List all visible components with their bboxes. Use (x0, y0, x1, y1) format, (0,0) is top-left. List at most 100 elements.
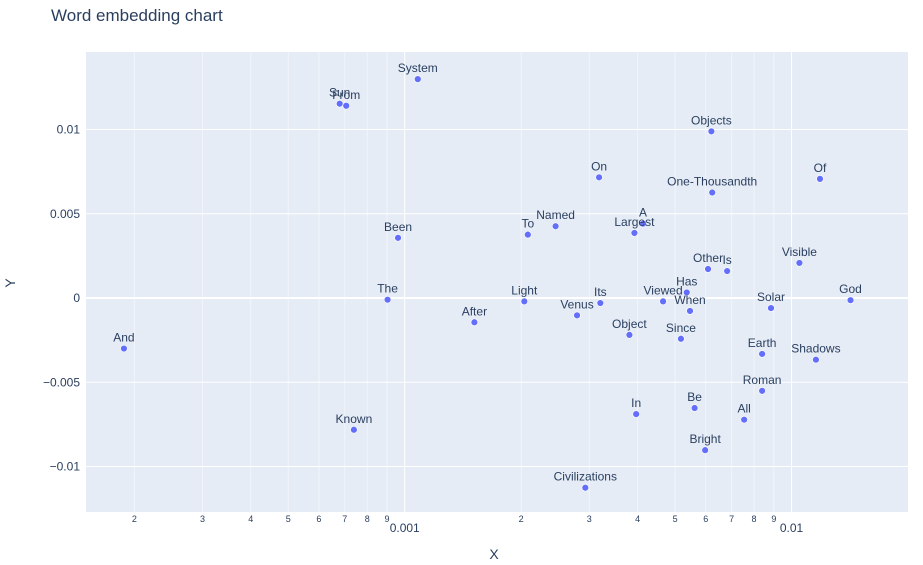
x-minor-tick-label: 5 (286, 514, 291, 524)
x-minor-tick-label: 8 (365, 514, 370, 524)
point-label: After (462, 304, 487, 318)
data-point[interactable] (758, 350, 766, 358)
data-point[interactable] (677, 335, 685, 343)
data-point[interactable] (573, 311, 581, 320)
x-minor-tick-label: 8 (752, 514, 757, 524)
data-point[interactable] (758, 387, 766, 395)
x-minor-tick-label: 9 (385, 514, 390, 524)
point-label: Civilizations (554, 470, 617, 484)
point-label: Sun (329, 86, 350, 100)
point-label: To (521, 217, 534, 231)
point-label: Object (612, 317, 647, 331)
y-axis-title: Y (2, 278, 18, 288)
y-tick-label: 0 (73, 291, 80, 305)
data-point[interactable] (812, 355, 820, 364)
point-label: The (377, 282, 398, 296)
major-gridlines (86, 52, 908, 512)
x-minor-tick-label: 3 (587, 514, 592, 524)
y-tick-label: 0.01 (57, 123, 81, 137)
x-axis-ticks: 2 3 4 5 6 7 8 9 2 3 4 5 6 7 8 90.001 0.01 (132, 514, 804, 535)
point-label: Largest (614, 215, 655, 229)
chart-title: Word embedding chart (51, 6, 223, 25)
data-point[interactable] (632, 410, 640, 418)
point-label: Be (687, 390, 702, 404)
point-label: Light (511, 283, 538, 297)
point-label: Solar (757, 290, 785, 304)
x-minor-tick-label: 9 (771, 514, 776, 524)
point-label: Is (722, 253, 731, 267)
y-axis-ticks: 0.01 0.005 0 −0.005 −0.01 (43, 123, 80, 474)
data-point[interactable] (335, 100, 344, 108)
x-minor-tick-label: 7 (342, 514, 347, 524)
x-minor-tick-label: 2 (519, 514, 524, 524)
y-tick-label: −0.01 (50, 460, 81, 474)
minor-gridlines (133, 52, 775, 512)
data-point[interactable] (701, 446, 709, 454)
point-label: And (113, 331, 134, 345)
x-minor-tick-label: 2 (132, 514, 137, 524)
data-points (120, 75, 855, 492)
data-point[interactable] (581, 484, 590, 492)
data-point[interactable] (708, 188, 716, 197)
data-point[interactable] (639, 219, 647, 228)
x-minor-tick-label: 4 (635, 514, 640, 524)
data-point[interactable] (686, 307, 694, 315)
data-point[interactable] (795, 259, 804, 267)
data-point[interactable] (350, 426, 358, 434)
y-tick-label: 0.005 (50, 207, 80, 221)
data-point[interactable] (520, 297, 529, 306)
data-point[interactable] (551, 222, 560, 230)
data-point[interactable] (625, 331, 634, 339)
data-point[interactable] (690, 404, 699, 412)
data-point[interactable] (470, 318, 479, 326)
data-point[interactable] (740, 415, 748, 424)
point-label: Other (693, 251, 723, 265)
point-label: In (631, 396, 641, 410)
x-minor-tick-label: 3 (200, 514, 205, 524)
x-minor-tick-label: 5 (673, 514, 678, 524)
data-point[interactable] (846, 296, 855, 304)
data-point[interactable] (596, 299, 605, 307)
point-label: God (839, 282, 862, 296)
x-major-tick-label: 0.001 (390, 521, 420, 535)
data-point[interactable] (383, 295, 392, 304)
point-label: Roman (743, 373, 782, 387)
x-minor-tick-label: 4 (248, 514, 253, 524)
data-point[interactable] (659, 297, 667, 306)
point-label: Visible (782, 245, 817, 259)
plot-area (86, 52, 908, 512)
data-point[interactable] (524, 230, 532, 239)
x-major-tick-label: 0.01 (780, 521, 804, 535)
data-point[interactable] (683, 288, 691, 297)
data-point[interactable] (723, 267, 731, 275)
x-minor-tick-label: 6 (703, 514, 708, 524)
point-label: Bright (689, 432, 721, 446)
data-point[interactable] (630, 229, 639, 237)
point-label: On (591, 159, 607, 173)
data-point[interactable] (704, 265, 712, 273)
point-label: Objects (691, 113, 732, 127)
point-label: When (674, 293, 705, 307)
point-label: One-Thousandth (667, 175, 757, 189)
y-tick-label: −0.005 (43, 375, 80, 389)
point-label: Known (336, 412, 373, 426)
point-label: Earth (748, 336, 777, 350)
data-point[interactable] (414, 75, 422, 83)
point-label: Has (676, 274, 697, 288)
point-label: Its (594, 285, 607, 299)
data-point[interactable] (342, 102, 350, 110)
point-label: Shadows (791, 342, 840, 356)
data-point[interactable] (120, 344, 128, 353)
point-label: Venus (560, 297, 593, 311)
data-point[interactable] (394, 234, 402, 242)
data-point[interactable] (707, 127, 716, 136)
data-point[interactable] (595, 173, 603, 182)
data-point[interactable] (816, 175, 824, 183)
point-label: A (639, 206, 647, 220)
point-label: All (737, 402, 750, 416)
point-label: Viewed (643, 283, 682, 297)
data-point[interactable] (767, 304, 775, 312)
point-label: Been (384, 220, 412, 234)
